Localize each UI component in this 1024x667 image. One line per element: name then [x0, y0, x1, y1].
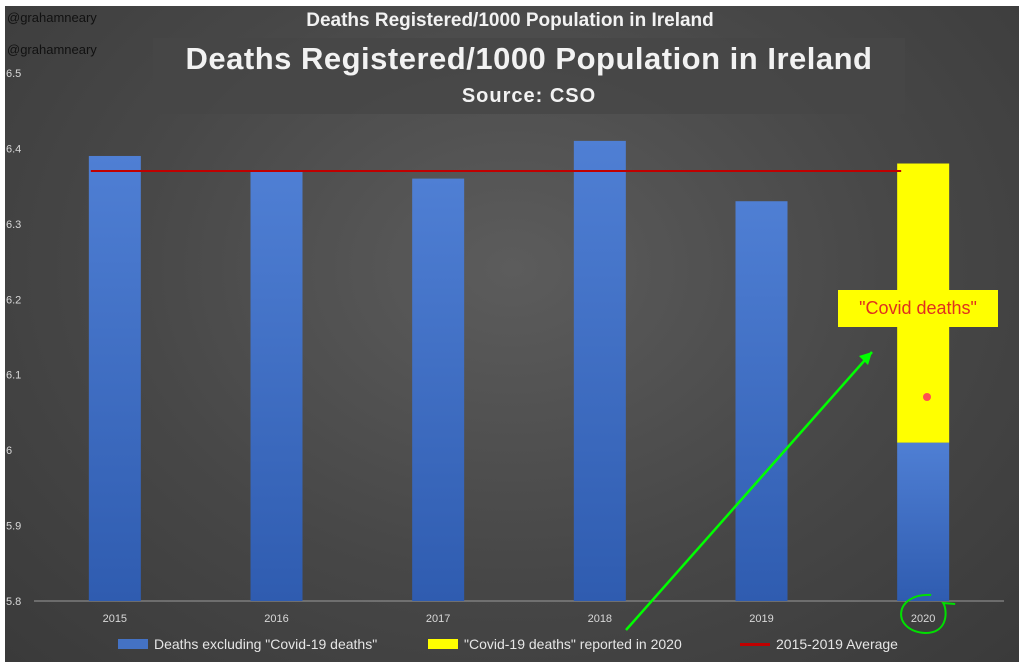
bar-excl-covid — [250, 171, 303, 602]
annotation-arrow — [625, 351, 873, 631]
x-tick-label: 2018 — [588, 613, 612, 625]
x-tick-label: 2020 — [911, 613, 935, 625]
legend-label: Deaths excluding "Covid-19 deaths" — [154, 636, 378, 652]
watermark-handle: @grahamneary — [7, 10, 97, 25]
legend-item: Deaths excluding "Covid-19 deaths" — [118, 636, 377, 652]
bar-excl-covid — [735, 201, 788, 601]
chart-background — [5, 6, 1019, 662]
x-tick-label: 2016 — [264, 613, 288, 625]
legend-swatch — [118, 639, 148, 649]
highlight-circle — [900, 593, 956, 635]
arrow-head — [859, 352, 872, 365]
title-box — [153, 38, 905, 114]
chart-subtitle: Source: CSO — [461, 85, 597, 107]
x-tick-label: 2015 — [103, 613, 127, 625]
watermark-handle: @grahamneary — [7, 42, 97, 57]
y-tick-label: 6 — [6, 445, 12, 457]
y-tick-label: 6.4 — [6, 143, 21, 155]
bar-excl-covid — [573, 140, 626, 601]
legend-item: 2015-2019 Average — [740, 636, 898, 652]
y-tick-label: 6.5 — [6, 68, 21, 80]
bar-excl-covid — [897, 442, 950, 601]
y-tick-label: 5.8 — [6, 596, 21, 608]
bar-excl-covid — [412, 178, 465, 601]
y-tick-label: 5.9 — [6, 521, 21, 533]
header-title: Deaths Registered/1000 Population in Ire… — [306, 10, 714, 31]
x-tick-label: 2017 — [426, 613, 450, 625]
x-tick-label: 2019 — [749, 613, 773, 625]
legend-swatch — [428, 639, 458, 649]
covid-deaths-callout: "Covid deaths" — [838, 290, 998, 327]
y-tick-label: 6.2 — [6, 294, 21, 306]
chart-legend: Deaths excluding "Covid-19 deaths" "Covi… — [118, 636, 938, 656]
legend-label: "Covid-19 deaths" reported in 2020 — [464, 636, 682, 652]
chart-title: Deaths Registered/1000 Population in Ire… — [185, 41, 873, 76]
legend-label: 2015-2019 Average — [776, 636, 898, 652]
legend-swatch — [740, 642, 770, 646]
y-tick-label: 6.1 — [6, 370, 21, 382]
bar-excl-covid — [88, 155, 141, 601]
cursor-dot — [923, 393, 931, 401]
legend-item: "Covid-19 deaths" reported in 2020 — [428, 636, 682, 652]
y-tick-label: 6.3 — [6, 219, 21, 231]
